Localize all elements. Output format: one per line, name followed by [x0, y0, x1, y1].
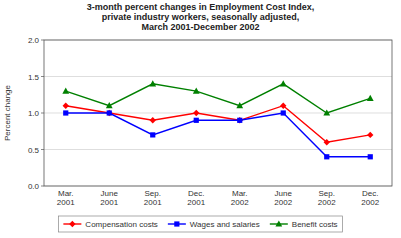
tick-label: June2001 — [100, 189, 118, 207]
plot-frame — [44, 40, 392, 186]
axis-label: Percent change — [3, 84, 12, 141]
marker — [69, 221, 75, 227]
tick-label: Mar.2002 — [231, 189, 249, 207]
marker — [275, 220, 282, 226]
grid-line — [44, 149, 392, 150]
plot-area — [62, 80, 373, 159]
marker — [174, 221, 179, 226]
marker — [324, 154, 329, 159]
tick-mark — [41, 113, 44, 114]
x-axis: Mar.2001 June2001 Sep.2001 Dec.2001 Mar.2002… — [57, 189, 380, 207]
legend-item: Compensation costs — [63, 220, 157, 229]
marker — [367, 132, 373, 138]
tick-mark — [41, 40, 44, 41]
series — [63, 110, 373, 159]
tick-label: Sep.2002 — [318, 189, 336, 207]
marker — [150, 132, 155, 137]
legend: Compensation costs Wages and salaries Bene… — [58, 216, 342, 232]
marker — [193, 110, 199, 116]
marker — [281, 110, 286, 115]
chart-container: 3-month percent changes in Employment Co… — [0, 0, 401, 238]
series — [63, 103, 374, 146]
tick-label: 0.0 — [28, 182, 40, 191]
y-axis: 0.0 0.5 1.0 1.5 2.0 — [28, 36, 392, 191]
legend-item: Wages and salaries — [168, 220, 260, 229]
tick-mark — [41, 186, 44, 187]
marker — [323, 109, 330, 115]
marker — [106, 110, 112, 116]
marker — [150, 117, 156, 123]
marker — [63, 110, 68, 115]
marker — [236, 102, 243, 108]
title: 3-month percent changes in Employment Co… — [87, 2, 315, 32]
tick-label: 0.5 — [28, 146, 40, 155]
tick-label: Mar.2001 — [57, 189, 75, 207]
marker — [62, 88, 69, 94]
series — [62, 80, 373, 115]
marker — [324, 139, 330, 145]
line — [66, 84, 371, 113]
marker — [194, 118, 199, 123]
grid-line — [44, 76, 392, 77]
chart: 3-month percent changes in Employment Co… — [0, 0, 401, 238]
tick-mark — [41, 76, 44, 77]
line — [66, 113, 371, 157]
tick-label: Dec.2002 — [361, 189, 379, 207]
marker — [63, 103, 69, 109]
tick-label: Sep.2001 — [144, 189, 162, 207]
marker — [107, 110, 112, 115]
marker — [106, 102, 113, 108]
marker — [237, 118, 242, 123]
tick-label: Dec.2001 — [187, 189, 205, 207]
tick-mark — [41, 149, 44, 150]
marker — [280, 80, 287, 86]
marker — [193, 88, 200, 94]
marker — [368, 154, 373, 159]
legend-label: Wages and salaries — [190, 220, 260, 229]
legend-item: Benefit costs — [270, 220, 338, 229]
legend-frame — [58, 216, 342, 232]
marker — [149, 80, 156, 86]
marker — [280, 103, 286, 109]
legend-label: Benefit costs — [292, 220, 338, 229]
tick-label: June2002 — [274, 189, 292, 207]
tick-label: 1.5 — [28, 73, 40, 82]
tick-label: 1.0 — [28, 109, 40, 118]
marker — [237, 117, 243, 123]
tick-label: 2.0 — [28, 36, 40, 45]
marker — [367, 95, 374, 101]
legend-label: Compensation costs — [85, 220, 157, 229]
